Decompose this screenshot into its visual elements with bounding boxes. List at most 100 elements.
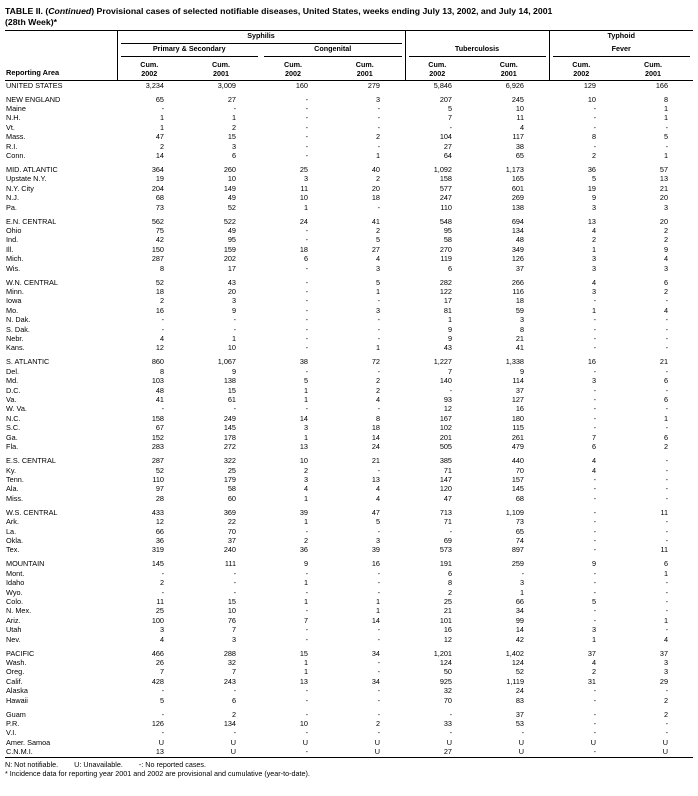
- value-cell: 11: [516, 113, 524, 123]
- value-cell: 41: [155, 395, 164, 405]
- value-cell: -: [305, 404, 308, 414]
- value-cell: 13: [299, 442, 308, 452]
- value-cell: 1,201: [433, 648, 452, 658]
- value-cell: 479: [511, 442, 524, 452]
- value-cell: 34: [371, 648, 380, 658]
- value-cell: U: [518, 747, 524, 757]
- value-cell: 10: [299, 456, 308, 466]
- value-cell: 6: [591, 442, 596, 452]
- value-cell: 166: [655, 80, 669, 90]
- value-cell: 124: [439, 658, 452, 667]
- reporting-area-cell: Ohio: [6, 225, 22, 235]
- value-cell: 1,402: [505, 648, 524, 658]
- value-cell: 126: [151, 719, 164, 729]
- value-cell: -: [593, 695, 596, 705]
- reporting-area-cell: E.S. CENTRAL: [6, 456, 56, 466]
- value-cell: 13: [155, 747, 164, 757]
- value-cell: 1: [303, 517, 308, 527]
- reporting-area-cell: S. ATLANTIC: [6, 357, 50, 367]
- tuberculosis-spacer-header: [405, 30, 550, 44]
- value-cell: 4: [591, 658, 596, 667]
- value-cell: -: [665, 728, 669, 738]
- value-cell: 21: [443, 606, 452, 616]
- value-cell: -: [161, 709, 164, 719]
- value-cell: -: [593, 709, 596, 719]
- value-cell: 95: [227, 235, 236, 245]
- value-cell: 1: [303, 667, 308, 677]
- value-cell: 3: [663, 658, 669, 667]
- reporting-area-cell: MOUNTAIN: [6, 559, 45, 569]
- value-cell: 694: [511, 216, 524, 226]
- reporting-area-cell: Ky.: [6, 465, 17, 475]
- value-cell: 522: [223, 216, 236, 226]
- value-cell: 1: [663, 150, 669, 160]
- value-cell: 4: [375, 493, 380, 503]
- value-cell: -: [377, 686, 380, 696]
- value-cell: 897: [511, 545, 524, 555]
- table-row: N. Mex. 25 10 - 1 21 34 - -: [5, 606, 693, 615]
- reporting-area-cell: Okla.: [6, 535, 24, 545]
- value-cell: 126: [511, 254, 524, 264]
- value-cell: 6: [663, 395, 669, 405]
- value-cell: 260: [223, 164, 236, 174]
- table-row: Upstate N.Y. 19 10 3 2 158 165 5 13: [5, 174, 693, 183]
- value-cell: -: [593, 404, 596, 414]
- value-cell: 15: [227, 596, 236, 606]
- value-cell: 3: [519, 315, 524, 325]
- value-cell: -: [377, 334, 380, 344]
- table-body: UNITED STATES 3,234 3,009 160 279 5,846 6,926 1…: [5, 80, 693, 757]
- value-cell: 18: [371, 193, 380, 203]
- value-cell: 601: [511, 183, 524, 193]
- value-cell: 149: [223, 183, 236, 193]
- value-cell: -: [377, 103, 380, 113]
- value-cell: -: [305, 709, 308, 719]
- value-cell: -: [305, 141, 308, 151]
- value-cell: -: [305, 225, 308, 235]
- table-title: TABLE II. (Continued) Provisional cases …: [5, 6, 693, 27]
- value-cell: 37: [515, 263, 524, 273]
- value-cell: 3: [663, 263, 669, 273]
- value-cell: 178: [223, 432, 236, 442]
- reporting-area-cell: Mass.: [6, 132, 26, 142]
- value-cell: 3: [663, 667, 669, 677]
- value-cell: 8: [159, 263, 164, 273]
- value-cell: 4: [375, 484, 380, 494]
- value-cell: 14: [515, 625, 524, 635]
- reporting-area-cell: R.I.: [6, 141, 18, 151]
- value-cell: 72: [371, 357, 380, 367]
- value-cell: 5: [375, 277, 380, 287]
- value-cell: 5: [447, 103, 452, 113]
- table-header: Reporting Area Syphilis Typhoid Primary …: [5, 30, 694, 81]
- value-cell: 322: [223, 456, 236, 466]
- table-row: P.R. 126 134 10 2 33 53 - -: [5, 719, 693, 728]
- reporting-area-cell: Utah: [6, 625, 22, 635]
- value-cell: 41: [371, 216, 380, 226]
- col-header-ps-2002: Cum. 2002: [117, 56, 189, 81]
- value-cell: 1: [303, 596, 308, 606]
- value-cell: -: [593, 113, 596, 123]
- value-cell: 287: [151, 254, 164, 264]
- footnote-no-cases: -: No reported cases.: [138, 759, 207, 769]
- value-cell: -: [161, 568, 164, 578]
- value-cell: 319: [151, 545, 164, 555]
- value-cell: 9: [591, 193, 596, 203]
- value-cell: -: [305, 150, 308, 160]
- value-cell: 39: [371, 545, 380, 555]
- reporting-area-cell: Wis.: [6, 263, 21, 273]
- value-cell: -: [665, 122, 669, 132]
- value-cell: 207: [439, 94, 452, 104]
- value-cell: 5,846: [433, 80, 452, 90]
- value-cell: 1,338: [505, 357, 524, 367]
- value-cell: 34: [371, 676, 380, 686]
- value-cell: 24: [371, 442, 380, 452]
- value-cell: -: [665, 465, 669, 475]
- reporting-area-cell: Amer. Samoa: [6, 737, 51, 747]
- value-cell: 2: [591, 235, 596, 245]
- value-cell: 71: [443, 465, 452, 475]
- table-row: C.N.M.I. 13 U - U 27 U - U: [5, 747, 693, 757]
- reporting-area-cell: N.H.: [6, 113, 21, 123]
- table-row: Minn. 18 20 - 1 122 116 3 2: [5, 287, 693, 296]
- value-cell: 4: [663, 305, 669, 315]
- table-row: Nebr. 4 1 - - 9 21 - -: [5, 334, 693, 343]
- value-cell: -: [593, 423, 596, 433]
